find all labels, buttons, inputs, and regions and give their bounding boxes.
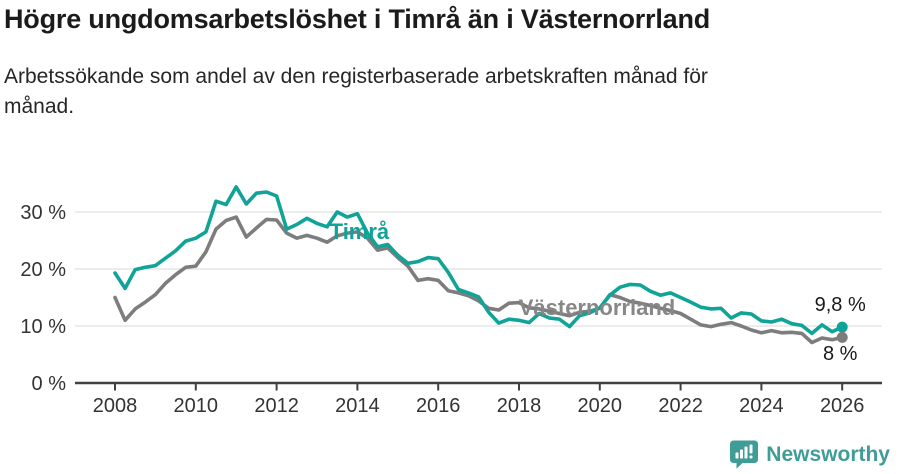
series-end-dot-vasternorrland (836, 331, 848, 343)
series-label-timra: Timrå (330, 219, 390, 244)
y-tick-label-20: 20 % (20, 259, 66, 281)
series-line-vasternorrland (113, 215, 845, 345)
y-tick-label-10: 10 % (20, 316, 66, 338)
newsworthy-logo-icon (730, 440, 759, 469)
x-tick-label-2010: 2010 (174, 395, 219, 417)
x-tick-label-2018: 2018 (497, 395, 542, 417)
chart-header: Högre ungdomsarbetslöshet i Timrå än i V… (4, 4, 884, 122)
y-tick-label-30: 30 % (20, 202, 66, 224)
series-end-dot-timra (836, 321, 848, 333)
x-tick-label-2026: 2026 (820, 395, 865, 417)
end-value-label-vasternorrland: 8 % (823, 343, 858, 365)
x-tick-label-2008: 2008 (93, 395, 138, 417)
newsworthy-brand-link[interactable]: Newsworthy (729, 439, 890, 470)
y-tick-label-0: 0 % (32, 373, 67, 395)
end-value-label-timra: 9,8 % (815, 294, 866, 316)
x-tick-label-2012: 2012 (254, 395, 299, 417)
series-label-vasternorrland: Västernorrland (519, 295, 676, 320)
series-line-timra (113, 185, 845, 336)
x-tick-label-2016: 2016 (416, 395, 461, 417)
chart-subtitle: Arbetssökande som andel av den registerb… (4, 65, 708, 119)
newsworthy-wordmark: Newsworthy (766, 442, 890, 466)
x-tick-label-2020: 2020 (578, 395, 623, 417)
x-tick-label-2024: 2024 (739, 395, 784, 417)
x-tick-label-2022: 2022 (658, 395, 703, 417)
x-tick-label-2014: 2014 (335, 395, 380, 417)
chart-title: Högre ungdomsarbetslöshet i Timrå än i V… (4, 4, 711, 34)
